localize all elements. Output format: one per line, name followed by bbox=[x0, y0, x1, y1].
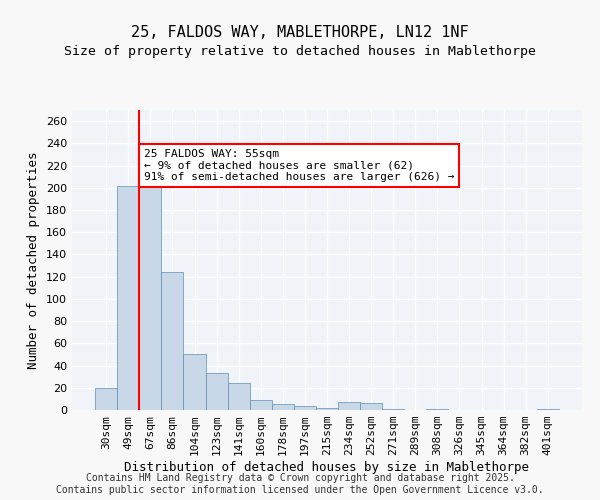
Bar bbox=[537, 409, 559, 410]
Text: 25 FALDOS WAY: 55sqm
← 9% of detached houses are smaller (62)
91% of semi-detach: 25 FALDOS WAY: 55sqm ← 9% of detached ho… bbox=[144, 149, 454, 182]
Bar bbox=[427, 409, 448, 410]
Bar bbox=[161, 272, 184, 410]
Text: 25, FALDOS WAY, MABLETHORPE, LN12 1NF: 25, FALDOS WAY, MABLETHORPE, LN12 1NF bbox=[131, 25, 469, 40]
Bar bbox=[360, 404, 382, 410]
Bar bbox=[250, 400, 272, 410]
Bar bbox=[227, 384, 250, 410]
Bar bbox=[117, 186, 139, 410]
Bar bbox=[382, 409, 404, 410]
Bar bbox=[316, 408, 338, 410]
Bar bbox=[338, 402, 360, 410]
X-axis label: Distribution of detached houses by size in Mablethorpe: Distribution of detached houses by size … bbox=[125, 461, 530, 474]
Bar bbox=[272, 404, 294, 410]
Bar bbox=[206, 374, 227, 410]
Bar bbox=[95, 388, 117, 410]
Bar bbox=[139, 171, 161, 410]
Bar bbox=[184, 354, 206, 410]
Bar bbox=[294, 406, 316, 410]
Text: Contains HM Land Registry data © Crown copyright and database right 2025.
Contai: Contains HM Land Registry data © Crown c… bbox=[56, 474, 544, 495]
Y-axis label: Number of detached properties: Number of detached properties bbox=[28, 151, 40, 369]
Text: Size of property relative to detached houses in Mablethorpe: Size of property relative to detached ho… bbox=[64, 45, 536, 58]
